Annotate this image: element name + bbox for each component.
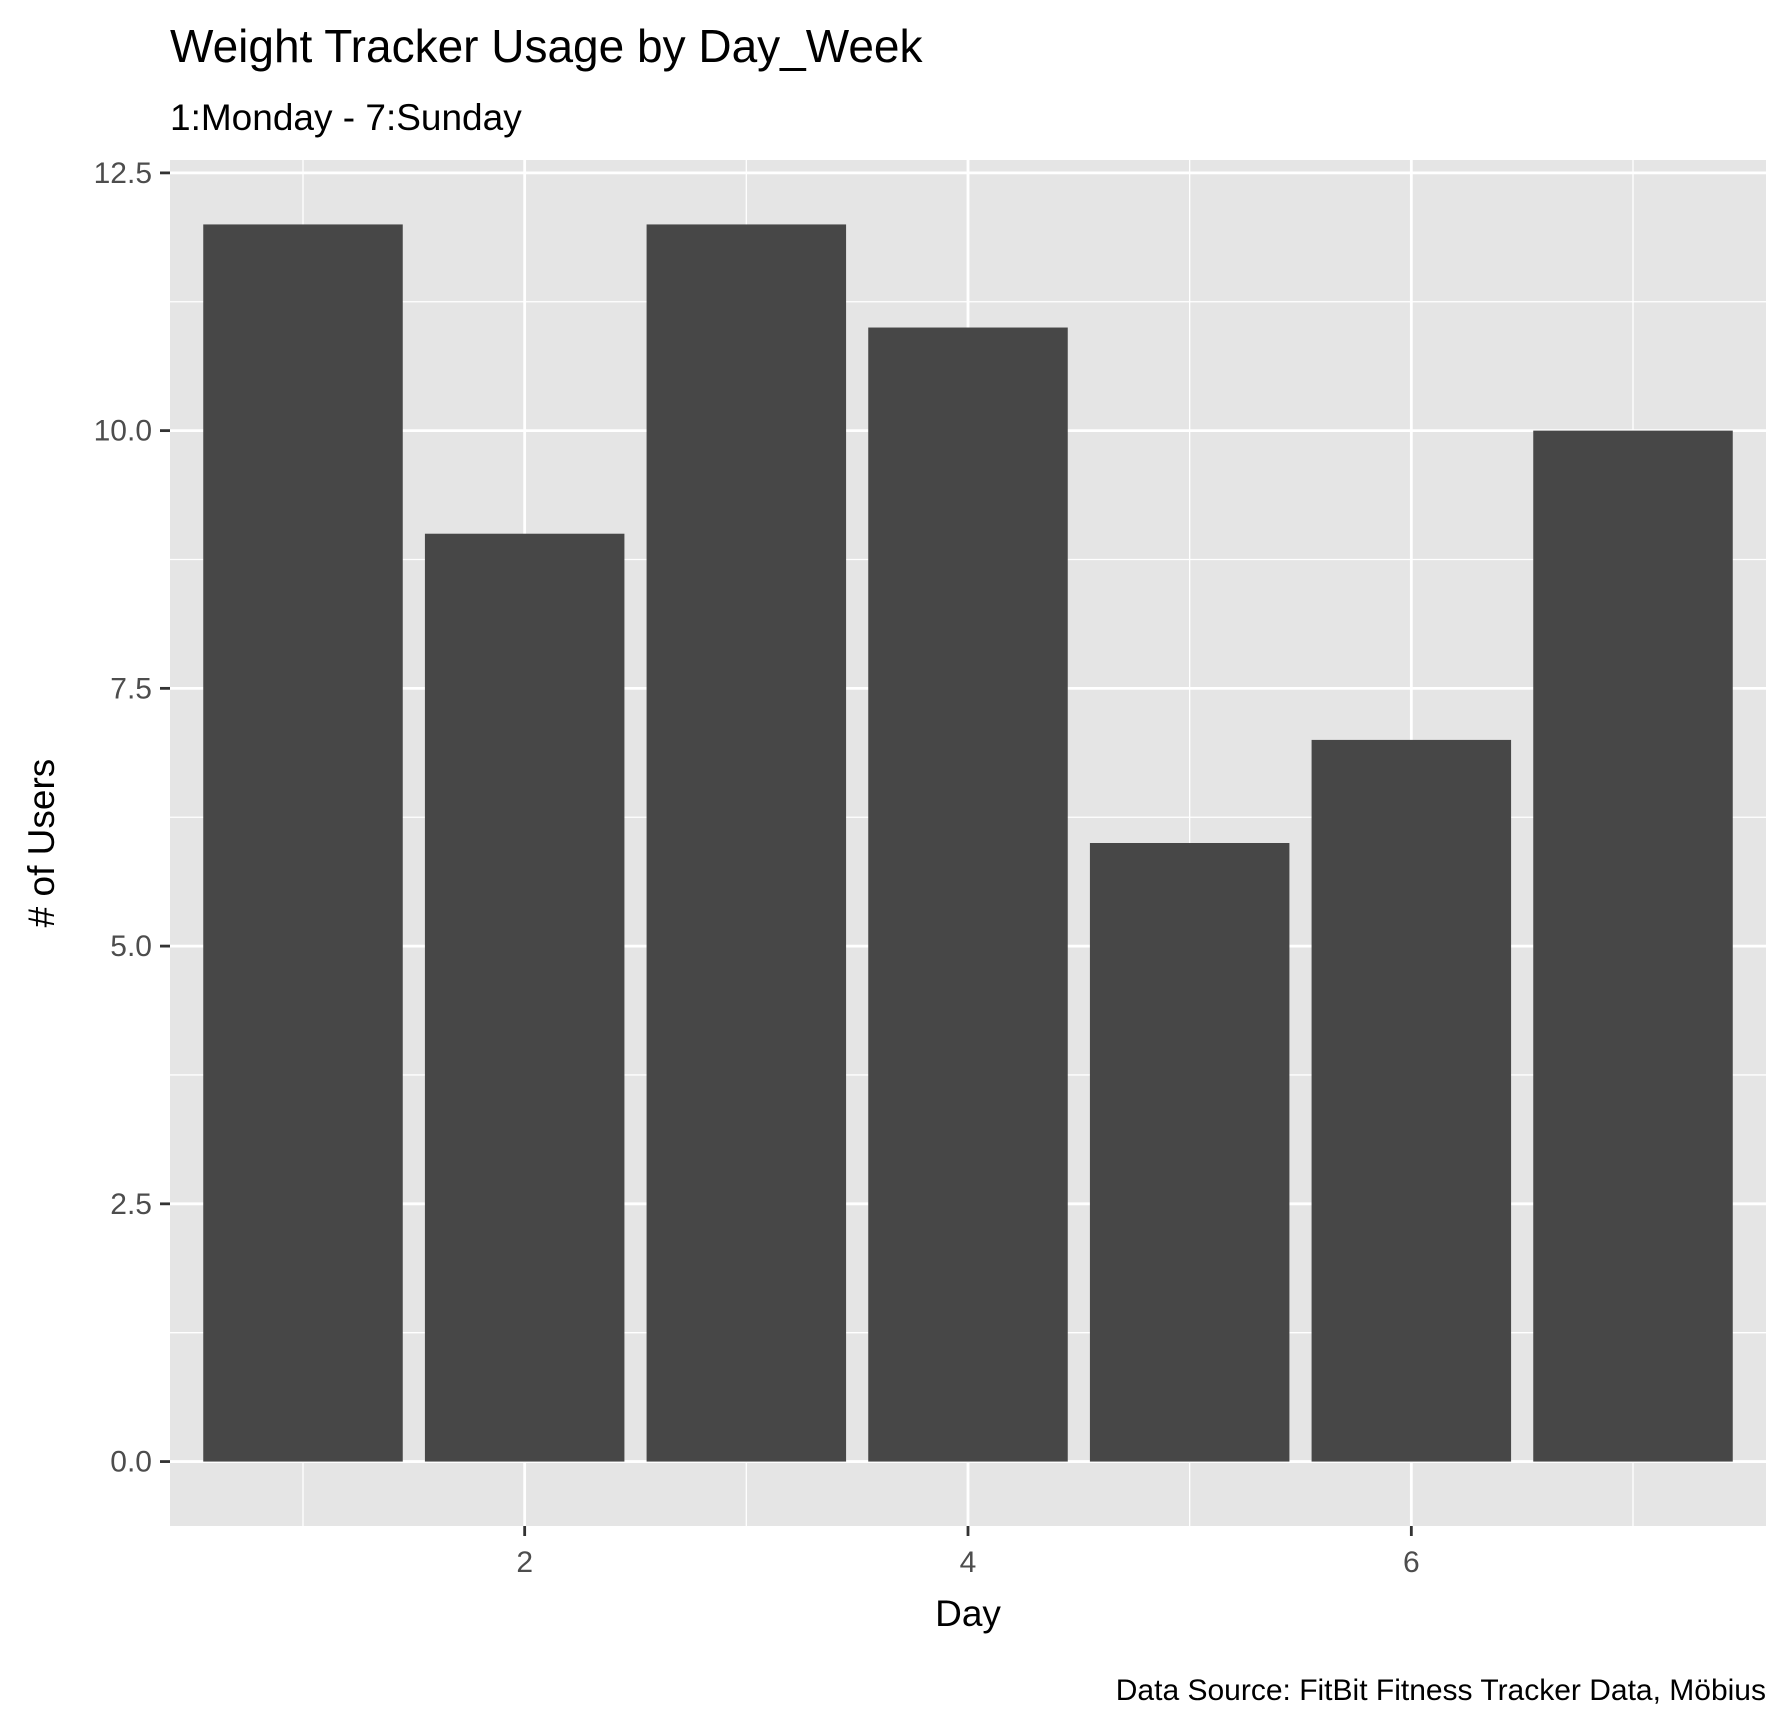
y-axis-title: # of Users [21,759,62,928]
bar-day-5 [1089,843,1290,1462]
x-tick-label: 4 [960,1546,977,1579]
bar-day-7 [1533,430,1733,1462]
bar-day-4 [868,327,1068,1462]
y-tick-label: 7.5 [110,672,152,705]
x-tick-label: 6 [1403,1546,1420,1579]
y-tick-label: 2.5 [110,1188,152,1221]
chart-caption: Data Source: FitBit Fitness Tracker Data… [1116,1674,1766,1707]
bar-day-2 [424,533,625,1462]
y-tick-label: 5.0 [110,930,152,963]
y-axis: 0.0 2.5 5.0 7.5 10.0 12.5 [94,157,170,1479]
bar-day-3 [646,224,847,1462]
y-tick-label: 10.0 [94,415,152,448]
x-axis: 2 4 6 [516,1526,1420,1579]
chart-title: Weight Tracker Usage by Day_Week [170,20,924,72]
bar-day-6 [1311,739,1512,1462]
bar-day-1 [203,224,403,1462]
y-tick-label: 0.0 [110,1446,152,1479]
y-tick-label: 12.5 [94,157,152,190]
x-axis-title: Day [935,1593,1001,1634]
bars-layer [203,224,1733,1462]
chart-subtitle: 1:Monday - 7:Sunday [170,97,522,138]
x-tick-label: 2 [516,1546,533,1579]
